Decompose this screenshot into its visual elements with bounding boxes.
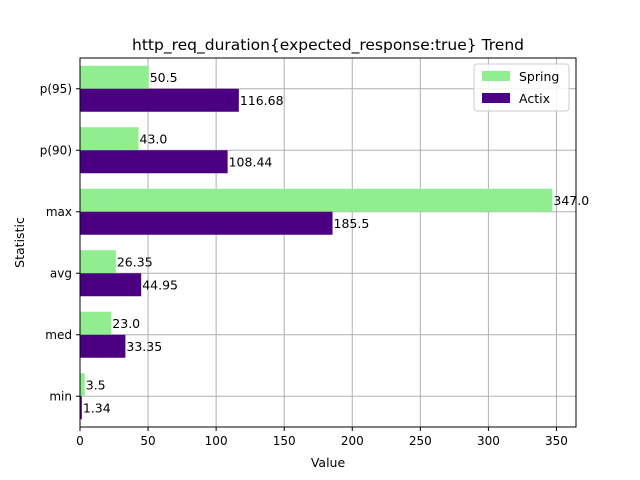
bar-value-label: 3.5: [86, 377, 106, 392]
bars-group: [80, 65, 553, 420]
bar-actix: [80, 150, 228, 174]
y-tick-label: avg: [50, 266, 72, 280]
bar-value-label: 50.5: [150, 70, 178, 85]
x-tick-label: 100: [205, 434, 228, 448]
bar-value-label: 23.0: [112, 316, 140, 331]
chart-title: http_req_duration{expected_response:true…: [132, 36, 524, 55]
x-tick-label: 200: [341, 434, 364, 448]
y-tick-label: max: [46, 205, 72, 219]
bar-value-label: 347.0: [553, 193, 589, 208]
bar-value-label: 33.35: [126, 339, 162, 354]
y-tick-label: min: [49, 389, 72, 403]
bar-value-label: 26.35: [117, 254, 153, 269]
plot-frame: [79, 57, 577, 428]
bar-value-label: 44.95: [142, 277, 178, 292]
bar-value-label: 185.5: [334, 216, 370, 231]
x-tick-label: 300: [477, 434, 500, 448]
bar-actix: [80, 88, 239, 112]
bar-spring: [80, 250, 116, 274]
data-labels-group: 3.5 23.0 26.35 347.0 43.0 50.5 1.34 33.35 44.95 1…: [83, 70, 589, 416]
y-tick-label: med: [45, 328, 72, 342]
x-axis-ticks: 0 50 100 150 200 250 300 350: [76, 427, 568, 448]
y-axis-ticks: min med avg max p(90) p(95): [40, 82, 80, 403]
bar-value-label: 108.44: [229, 154, 273, 169]
x-tick-label: 50: [140, 434, 155, 448]
bar-spring: [80, 65, 149, 89]
x-tick-label: 0: [76, 434, 84, 448]
legend-label-actix: Actix: [519, 91, 550, 106]
grid-lines: [79, 58, 576, 427]
x-tick-label: 350: [545, 434, 568, 448]
y-tick-label: p(90): [40, 143, 72, 157]
y-axis-title: Statistic: [12, 217, 27, 268]
x-tick-label: 150: [273, 434, 296, 448]
legend: Spring Actix: [473, 63, 570, 112]
bar-spring: [80, 127, 139, 151]
bar-spring: [80, 311, 112, 335]
bar-value-label: 43.0: [140, 131, 168, 146]
x-tick-label: 250: [409, 434, 432, 448]
legend-label-spring: Spring: [519, 69, 559, 84]
bar-actix: [80, 334, 126, 358]
bar-actix: [80, 396, 82, 420]
x-axis-title: Value: [311, 455, 346, 470]
bar-value-label: 116.68: [240, 93, 284, 108]
bar-spring: [80, 188, 553, 212]
bar-actix: [80, 211, 333, 235]
bar-actix: [80, 273, 142, 297]
legend-swatch-actix: [482, 93, 510, 103]
bar-spring: [80, 373, 85, 397]
legend-swatch-spring: [482, 71, 510, 81]
bar-value-label: 1.34: [83, 400, 111, 415]
y-tick-label: p(95): [40, 82, 72, 96]
